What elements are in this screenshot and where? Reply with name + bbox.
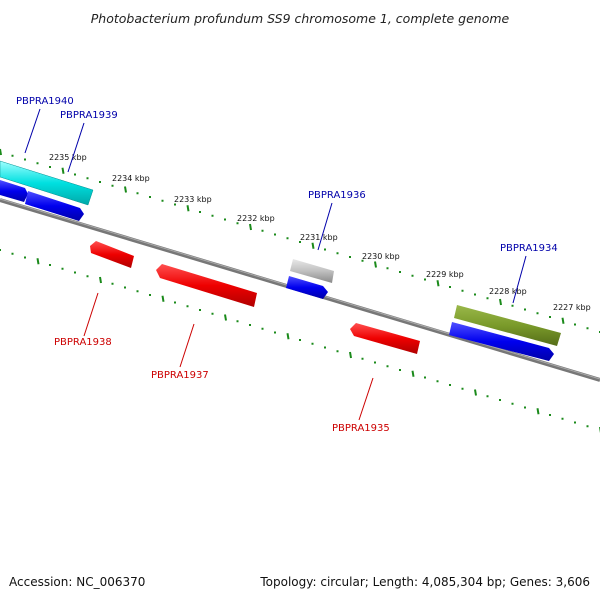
gene-PBPRA1934[interactable]	[449, 322, 554, 361]
major-tick	[124, 186, 127, 193]
major-tick	[36, 258, 40, 265]
major-tick	[286, 333, 290, 340]
major-tick	[186, 205, 190, 212]
gene-label[interactable]: PBPRA1938	[54, 337, 112, 348]
upper-tick-track	[0, 148, 600, 333]
callout-line-PBPRA1939	[67, 122, 85, 173]
callout-line-PBPRA1938	[83, 292, 99, 337]
major-tick	[311, 242, 315, 249]
major-tick	[499, 298, 502, 306]
gene-label[interactable]: PBPRA1935	[332, 423, 390, 434]
major-tick	[436, 280, 440, 287]
major-tick	[349, 351, 352, 359]
scale-labels: 2235 kbp 2234 kbp 2233 kbp 2232 kbp 2231…	[49, 153, 591, 312]
major-tick	[61, 167, 65, 174]
kbp-label: 2229 kbp	[426, 270, 464, 279]
gene-label[interactable]: PBPRA1940	[16, 96, 74, 107]
gene-labels: PBPRA1940 PBPRA1939 PBPRA1936 PBPRA1934 …	[16, 96, 558, 434]
lower-tick-track	[0, 249, 600, 434]
major-tick	[411, 370, 415, 377]
forward-features	[0, 160, 561, 361]
kbp-label: 2234 kbp	[112, 174, 150, 183]
major-tick	[374, 261, 377, 268]
callout-lines	[24, 108, 527, 421]
major-tick	[161, 295, 165, 302]
major-tick	[224, 314, 227, 321]
kbp-label: 2228 kbp	[489, 287, 527, 296]
callout-line-PBPRA1935	[358, 377, 374, 421]
gene-PBPRA1936[interactable]	[286, 276, 328, 299]
callout-line-PBPRA1937	[179, 323, 195, 368]
accession-text: Accession: NC_006370	[9, 575, 145, 589]
kbp-label: 2232 kbp	[237, 214, 275, 223]
gene-PBPRA1934-olive[interactable]	[454, 305, 561, 346]
gene-label[interactable]: PBPRA1937	[151, 370, 209, 381]
gene-label[interactable]: PBPRA1936	[308, 190, 366, 201]
gene-PBPRA1935[interactable]	[350, 323, 420, 354]
major-tick	[561, 317, 565, 324]
gene-label[interactable]: PBPRA1939	[60, 110, 118, 121]
major-tick	[536, 408, 540, 415]
gene-PBPRA1936-gray[interactable]	[290, 259, 334, 283]
kbp-label: 2227 kbp	[553, 303, 591, 312]
gene-PBPRA1939[interactable]	[25, 191, 84, 221]
kbp-label: 2231 kbp	[300, 233, 338, 242]
gene-PBPRA1940[interactable]	[0, 160, 94, 206]
callout-line-PBPRA1936	[317, 202, 333, 251]
callout-line-PBPRA1940	[24, 108, 41, 154]
major-tick	[474, 389, 477, 396]
callout-line-PBPRA1934	[512, 255, 527, 304]
reverse-features	[90, 241, 420, 354]
map-title: Photobacterium profundum SS9 chromosome …	[91, 11, 510, 26]
gene-PBPRA1938[interactable]	[90, 241, 134, 268]
gene-unlabeled-blue[interactable]	[0, 180, 28, 202]
major-tick	[0, 148, 2, 156]
major-tick	[249, 223, 252, 231]
kbp-label: 2230 kbp	[362, 252, 400, 261]
major-tick	[99, 276, 102, 284]
topology-text: Topology: circular; Length: 4,085,304 bp…	[259, 575, 590, 589]
kbp-label: 2233 kbp	[174, 195, 212, 204]
kbp-label: 2235 kbp	[49, 153, 87, 162]
gene-PBPRA1937[interactable]	[156, 264, 257, 307]
gene-label[interactable]: PBPRA1934	[500, 243, 558, 254]
